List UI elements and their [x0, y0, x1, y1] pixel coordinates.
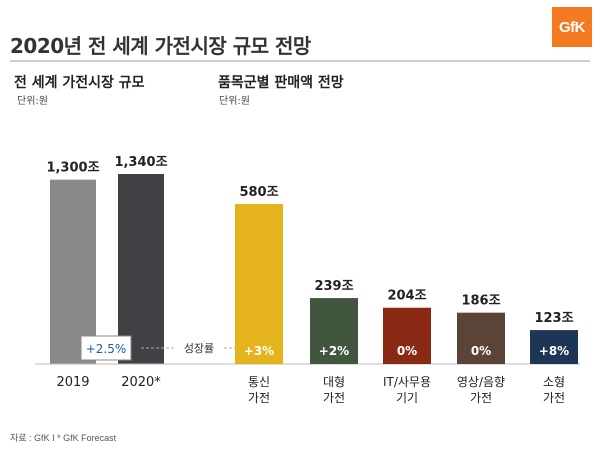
- category-label: 소형: [543, 375, 565, 389]
- growth-rate-legend-label: 성장률: [184, 342, 214, 355]
- left-panel-unit: 단위:원: [17, 96, 48, 107]
- left-panel-heading: 전 세계 가전시장 규모: [14, 75, 145, 91]
- bar-growth-label: +2%: [319, 344, 349, 358]
- bar-value-label: 123조: [534, 311, 573, 326]
- category-label: 가전: [248, 391, 270, 405]
- bar-total-2019: [50, 179, 96, 364]
- bar-category-3: [383, 307, 431, 364]
- source-note: 자료 : GfK I * GfK Forecast: [10, 433, 117, 443]
- bar-value-label: 204조: [387, 289, 426, 304]
- bar-value-label: 239조: [314, 279, 353, 294]
- bar-value-label: 580조: [239, 185, 278, 200]
- category-label: 통신: [248, 375, 270, 389]
- bar-value-label: 1,300조: [46, 161, 99, 176]
- bar-value-label: 1,340조: [114, 155, 167, 170]
- category-label: 2019: [56, 375, 89, 390]
- category-label: 대형: [323, 375, 345, 389]
- category-label: 영상/음향: [457, 375, 505, 389]
- bar-growth-label: 0%: [471, 344, 491, 358]
- page-title: 2020년 전 세계 가전시장 규모 전망: [10, 34, 311, 58]
- growth-rate-badge: [80, 335, 132, 361]
- right-panel-heading: 품목군별 판매액 전망: [218, 75, 344, 91]
- bar-category-1: [235, 204, 283, 364]
- growth-rate-value: +2.5%: [86, 342, 127, 356]
- category-label: IT/사무용: [383, 375, 431, 389]
- category-label: 기기: [396, 391, 418, 405]
- gfk-logo: GfK: [552, 7, 592, 47]
- bar-growth-label: +8%: [539, 344, 569, 358]
- bar-category-4: [457, 312, 505, 364]
- bar-value-label: 186조: [461, 294, 500, 309]
- bar-category-2: [310, 298, 358, 364]
- bar-category-5: [530, 330, 578, 364]
- bar-growth-label: +3%: [244, 344, 274, 358]
- category-label: 가전: [543, 391, 565, 405]
- category-label: 가전: [323, 391, 345, 405]
- bar-growth-label: 0%: [397, 344, 417, 358]
- right-panel-unit: 단위:원: [219, 96, 250, 107]
- bar-total-2020*: [118, 174, 164, 364]
- category-label: 가전: [470, 391, 492, 405]
- category-label: 2020*: [121, 375, 161, 390]
- title-divider: [10, 60, 590, 62]
